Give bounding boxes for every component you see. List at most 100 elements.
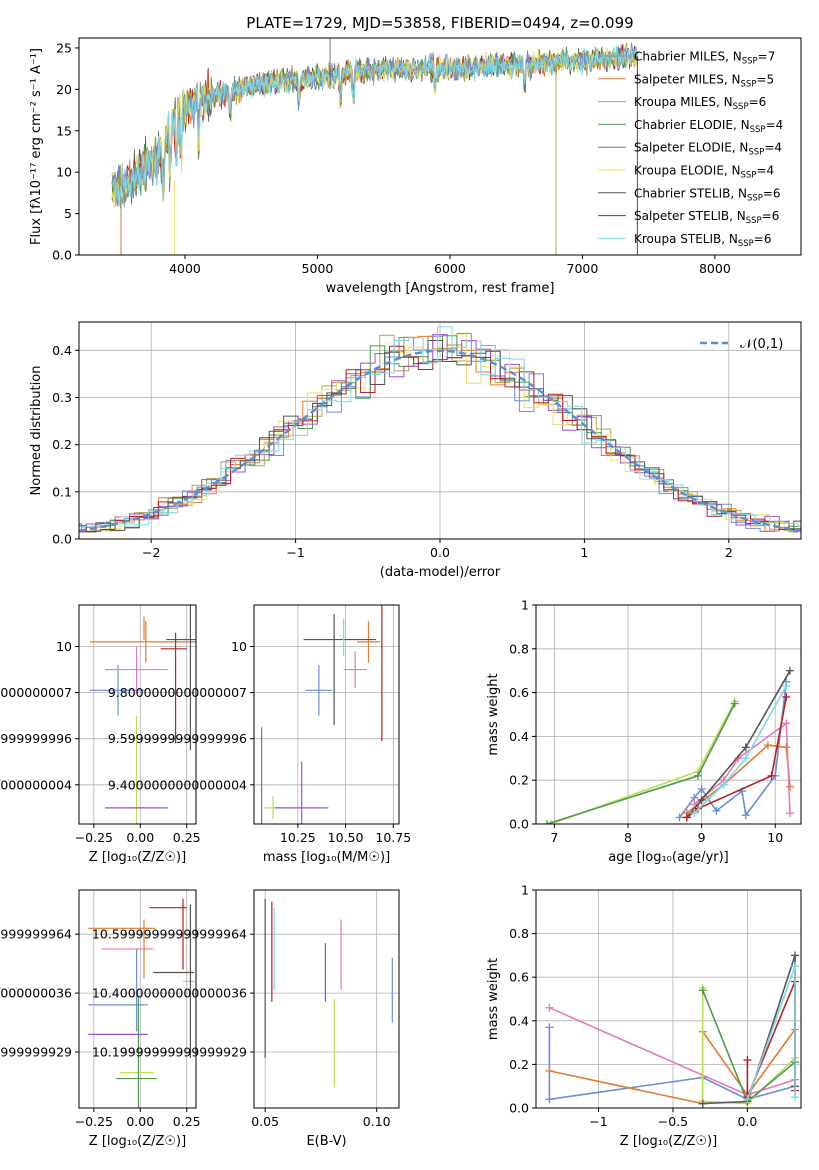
series-marker xyxy=(698,1099,707,1108)
plot-area xyxy=(543,666,794,824)
legend-subscript: SSP xyxy=(742,57,758,67)
x-tick-label: −0.25 xyxy=(75,830,113,845)
x-tick-label: 4000 xyxy=(169,261,201,276)
data-point xyxy=(274,761,329,824)
histogram-kroupa_stelib xyxy=(79,326,801,529)
series-marker xyxy=(545,1066,554,1075)
legend-label: Salpeter ELODIE, NSSP=4 xyxy=(634,141,782,158)
series-marker xyxy=(697,784,706,793)
y-axis-label: mass weight xyxy=(486,958,501,1040)
y-tick-label: 0.6 xyxy=(509,685,529,700)
y-tick-label: 10 xyxy=(231,639,247,654)
series-marker xyxy=(791,962,800,971)
x-tick-label: 8000 xyxy=(699,261,731,276)
series-marker xyxy=(693,771,702,780)
y-tick-label: 0.8 xyxy=(509,641,529,656)
data-point xyxy=(305,664,333,716)
y-tick-label: 0.0 xyxy=(52,532,72,547)
legend-label: Chabrier MILES, NSSP=7 xyxy=(634,50,775,67)
series-marker xyxy=(730,699,739,708)
plot-area xyxy=(79,326,801,533)
y-tick-label: 0.8 xyxy=(509,926,529,941)
x-tick-label: −0.5 xyxy=(658,1114,688,1129)
series-line-chabrier_miles xyxy=(678,681,788,818)
series-marker xyxy=(767,771,776,780)
figure-title: PLATE=1729, MJD=53858, FIBERID=0494, z=0… xyxy=(246,14,633,32)
legend-label: Salpeter STELIB, NSSP=6 xyxy=(634,209,779,226)
y-tick-label: 0.2 xyxy=(509,773,529,788)
x-tick-label: 10.75 xyxy=(375,830,411,845)
series-marker xyxy=(785,782,794,791)
legend-count: =6 xyxy=(754,232,772,246)
y-tick-label: 9.4000000000000004 xyxy=(0,777,72,792)
panel-age-vs-mass: 10.25 10.50 10.75 9.4000000000000004 9.59999… xyxy=(108,604,411,865)
y-tick-label: 0.4 xyxy=(509,1013,529,1028)
y-tick-label: 10.19999999999999929 xyxy=(92,1045,247,1060)
legend-subscript: SSP xyxy=(747,193,763,203)
x-tick-label: 2 xyxy=(725,545,733,560)
series-marker xyxy=(741,743,750,752)
data-point xyxy=(105,646,169,693)
x-tick-label: 10.25 xyxy=(280,830,316,845)
y-tick-label: 20 xyxy=(56,82,72,97)
y-axis-label: Flux [fλ10⁻¹⁷ erg cm⁻² s⁻¹ A⁻¹] xyxy=(29,48,44,245)
spectrum-line-kroupa_stelib xyxy=(111,45,639,207)
y-tick-label: 0.2 xyxy=(509,1057,529,1072)
x-tick-label: 1 xyxy=(580,545,588,560)
x-tick-label: 9 xyxy=(698,830,706,845)
axes-frame xyxy=(253,889,400,1109)
series-marker xyxy=(791,951,800,960)
legend: Chabrier MILES, NSSP=7 Salpeter MILES, NS… xyxy=(598,50,783,249)
series-marker xyxy=(543,820,552,824)
x-tick-label: 10.50 xyxy=(328,830,364,845)
x-tick-label: −1 xyxy=(286,545,304,560)
panel-mass-vs-ebv: 0.05 0.10 10.19999999999999929 10.400000000… xyxy=(92,889,400,1149)
x-axis-label: mass [log₁₀(M/M☉)] xyxy=(263,850,390,865)
y-tick-label: 9.4000000000000004 xyxy=(108,777,247,792)
x-tick-label: 0.00 xyxy=(126,1114,154,1129)
axes-frame xyxy=(78,604,197,825)
x-tick-label: 7 xyxy=(550,830,558,845)
plot-area xyxy=(545,951,800,1108)
legend-subscript: SSP xyxy=(741,79,757,89)
x-axis-label: Z [log₁₀(Z/Z☉)] xyxy=(89,850,186,865)
y-tick-label: 10.19999999999999929 xyxy=(0,1045,72,1060)
legend-label: Kroupa STELIB, NSSP=6 xyxy=(634,232,772,249)
series-marker xyxy=(741,754,750,763)
y-tick-label: 1 xyxy=(521,598,529,613)
axes-frame xyxy=(253,604,400,825)
y-tick-label: 0.1 xyxy=(52,484,72,499)
y-tick-label: 10.40000000000000036 xyxy=(92,986,247,1001)
series-marker xyxy=(782,682,791,691)
y-tick-label: 10.59999999999999964 xyxy=(92,927,247,942)
legend-label: Kroupa ELODIE, NSSP=4 xyxy=(634,164,774,181)
legend-count: =6 xyxy=(762,209,780,223)
series-line-chabrier_elodie xyxy=(546,703,736,824)
x-axis-label: Z [log₁₀(Z/Z☉)] xyxy=(89,1134,186,1149)
x-tick-label: 8 xyxy=(624,830,632,845)
legend-count: =6 xyxy=(763,186,781,200)
x-axis-label: age [log₁₀(age/yr)] xyxy=(608,850,729,865)
x-tick-label: 10 xyxy=(767,830,783,845)
legend-count: =7 xyxy=(758,50,776,64)
x-tick-label: 7000 xyxy=(567,261,599,276)
series-marker xyxy=(782,743,791,752)
legend-subscript: SSP xyxy=(748,148,764,158)
series-marker xyxy=(697,795,706,804)
y-tick-label: 0.2 xyxy=(52,437,72,452)
series-marker xyxy=(675,813,684,822)
data-point xyxy=(357,621,380,663)
legend-subscript: SSP xyxy=(738,239,754,249)
x-tick-label: 6000 xyxy=(434,261,466,276)
y-tick-label: 0.3 xyxy=(52,390,72,405)
y-tick-label: 0.4 xyxy=(509,729,529,744)
y-tick-label: 10 xyxy=(56,165,72,180)
legend: 𝒩(0,1) xyxy=(700,337,783,352)
legend-subscript: SSP xyxy=(750,125,766,135)
normal-curve xyxy=(79,349,801,532)
x-tick-label: 0.00 xyxy=(126,830,154,845)
x-axis-label: (data-model)/error xyxy=(380,565,501,580)
y-tick-label: 15 xyxy=(56,123,72,138)
histogram-chabrier_elodie xyxy=(79,335,801,533)
x-tick-label: 0.25 xyxy=(173,830,201,845)
